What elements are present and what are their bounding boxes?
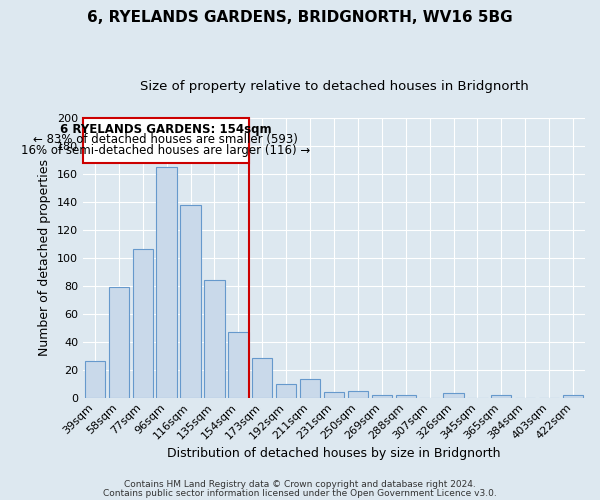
Bar [204,280,224,398]
Bar [443,394,464,398]
Bar [109,287,129,398]
Bar [252,358,272,398]
Bar [228,332,248,398]
Bar [276,384,296,398]
Bar [157,166,177,398]
FancyBboxPatch shape [83,118,248,162]
Text: ← 83% of detached houses are smaller (593): ← 83% of detached houses are smaller (59… [33,133,298,146]
Text: 6 RYELANDS GARDENS: 154sqm: 6 RYELANDS GARDENS: 154sqm [60,124,272,136]
Bar [324,392,344,398]
Bar [181,204,200,398]
Bar [371,395,392,398]
Text: Contains public sector information licensed under the Open Government Licence v3: Contains public sector information licen… [103,489,497,498]
Bar [395,395,416,398]
Text: 6, RYELANDS GARDENS, BRIDGNORTH, WV16 5BG: 6, RYELANDS GARDENS, BRIDGNORTH, WV16 5B… [87,10,513,25]
Bar [563,395,583,398]
Bar [300,380,320,398]
Bar [133,250,153,398]
Title: Size of property relative to detached houses in Bridgnorth: Size of property relative to detached ho… [140,80,529,93]
Text: Contains HM Land Registry data © Crown copyright and database right 2024.: Contains HM Land Registry data © Crown c… [124,480,476,489]
Bar [491,395,511,398]
Bar [85,361,105,398]
Bar [348,390,368,398]
X-axis label: Distribution of detached houses by size in Bridgnorth: Distribution of detached houses by size … [167,447,501,460]
Y-axis label: Number of detached properties: Number of detached properties [38,159,52,356]
Text: 16% of semi-detached houses are larger (116) →: 16% of semi-detached houses are larger (… [21,144,310,158]
